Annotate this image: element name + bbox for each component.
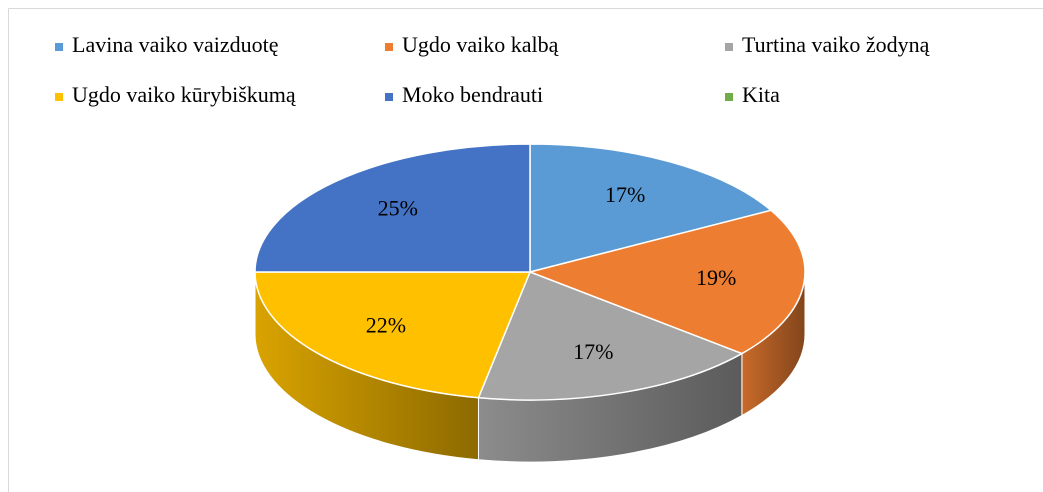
data-label: 25%	[378, 196, 418, 221]
data-label: 19%	[696, 265, 736, 290]
legend-label: Kita	[742, 82, 780, 107]
legend-marker	[725, 43, 733, 51]
slice	[477, 271, 744, 401]
legend-marker	[55, 93, 63, 101]
legend-label: Moko bendrauti	[402, 82, 543, 107]
data-label: 17%	[605, 182, 645, 207]
data-label: 17%	[573, 339, 613, 364]
legend-label: Ugdo vaiko kūrybiškumą	[72, 82, 296, 107]
data-label: 22%	[366, 313, 406, 338]
legend-label: Turtina vaiko žodyną	[742, 32, 930, 57]
legend-label: Ugdo vaiko kalbą	[402, 32, 559, 57]
legend-marker	[385, 93, 393, 101]
slice	[254, 271, 532, 399]
slice	[529, 143, 773, 273]
legend-marker	[385, 43, 393, 51]
legend-marker	[55, 43, 63, 51]
legend-label: Lavina vaiko vaizduotę	[72, 32, 278, 57]
slice	[254, 143, 531, 273]
slice	[527, 209, 806, 355]
legend-marker	[725, 93, 733, 101]
